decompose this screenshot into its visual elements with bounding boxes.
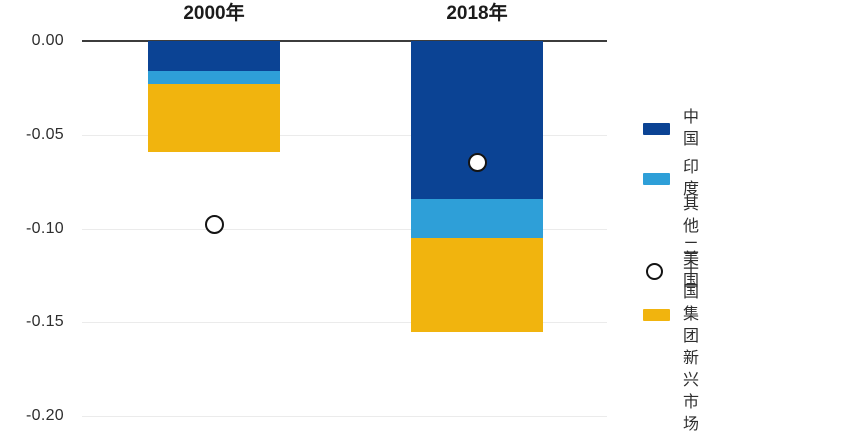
legend-label-line: 印度 [683, 159, 700, 198]
bar-segment [411, 237, 543, 332]
point-marker-us [467, 153, 487, 173]
zero-baseline [82, 40, 607, 42]
legend-item: 其他二十国集团新兴市场 [643, 194, 699, 436]
legend-label: 其他二十国集团新兴市场 [683, 194, 699, 436]
bar-segment [411, 198, 543, 238]
y-tick-label: -0.15 [26, 313, 64, 331]
gridline [82, 416, 607, 417]
legend-label: 美国 [683, 249, 699, 293]
legend-label: 中国 [683, 107, 699, 151]
point-marker-us [204, 215, 224, 235]
legend-item: 印度 [643, 157, 699, 201]
legend-item: 美国 [643, 249, 699, 293]
y-tick-label: -0.05 [26, 125, 64, 143]
legend-label-line: 新兴市场 [683, 350, 700, 433]
y-tick-label: 0.00 [31, 32, 64, 49]
swatch-rect-glyph [643, 309, 670, 321]
gridline [82, 134, 607, 136]
legend-swatch-icon [643, 309, 683, 321]
y-tick-label: -0.20 [26, 407, 64, 424]
swatch-rect-glyph [643, 173, 670, 185]
column-header: 2018年 [446, 3, 508, 24]
bar-segment [148, 71, 280, 85]
open-circle-icon [643, 262, 683, 280]
legend-swatch-icon [643, 123, 683, 135]
legend-swatch-icon [643, 173, 683, 185]
y-tick-label: -0.10 [26, 219, 64, 237]
legend-label-line: 其他二十国集团 [683, 196, 700, 345]
legend-item: 中国 [643, 107, 699, 151]
legend-label-line: 中国 [683, 109, 700, 148]
legend-label: 印度 [683, 157, 699, 201]
gridline [82, 322, 607, 324]
swatch-rect-glyph [643, 123, 670, 135]
bar-segment [148, 41, 280, 71]
bar-segment [148, 84, 280, 152]
bar-segment [411, 41, 543, 199]
gridline [82, 228, 607, 230]
column-header: 2000年 [183, 3, 245, 24]
legend-label-line: 美国 [683, 251, 700, 290]
open-circle-glyph [646, 262, 663, 280]
